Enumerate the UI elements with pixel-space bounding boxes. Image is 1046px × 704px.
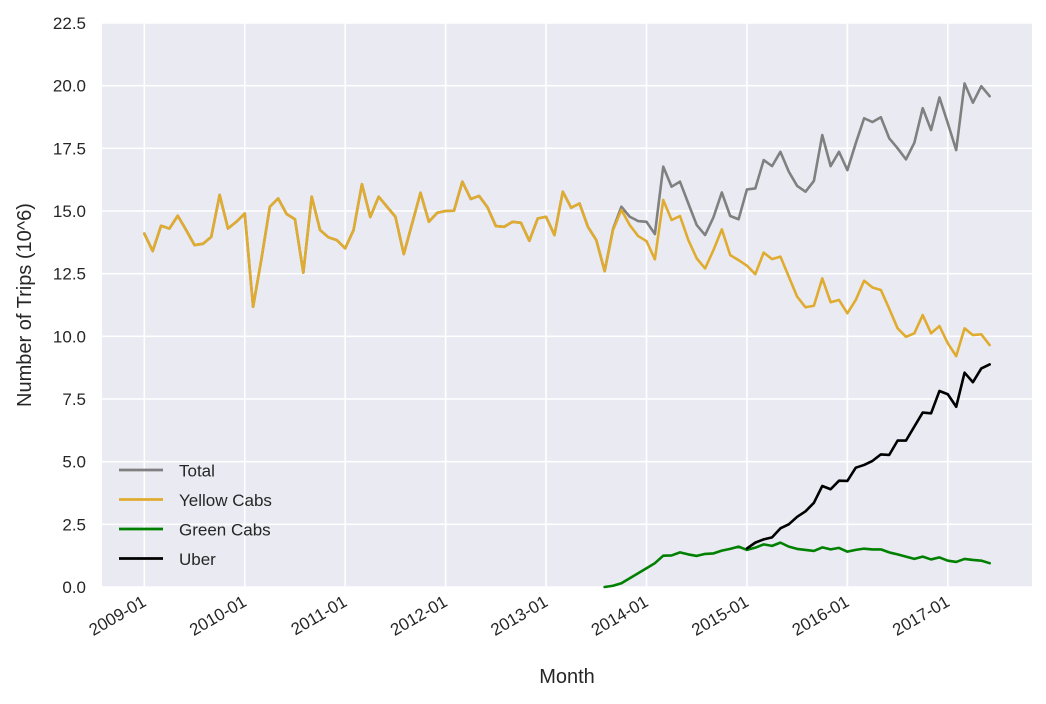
- y-tick-label: 5.0: [62, 453, 86, 472]
- x-tick-label: 2012-01: [387, 592, 451, 640]
- y-tick-label: 10.0: [53, 327, 86, 346]
- x-tick-label: 2011-01: [288, 592, 350, 639]
- legend-label: Total: [179, 462, 215, 481]
- y-tick-label: 20.0: [53, 77, 86, 96]
- plot-area: [102, 23, 1032, 587]
- legend-label: Yellow Cabs: [179, 491, 272, 510]
- x-axis-label: Month: [539, 666, 595, 688]
- x-tick-label: 2014-01: [588, 592, 652, 640]
- x-axis-ticks: 2009-01 2010-01 2011-01 2012-01 2013-01 2014-…: [86, 592, 953, 640]
- y-tick-label: 0.0: [62, 578, 86, 597]
- y-axis-ticks: 0.0 2.5 5.0 7.5 10.0 12.5 15.0 17.5 20.0 22.5: [53, 14, 86, 597]
- x-tick-label: 2013-01: [488, 592, 552, 640]
- x-tick-label: 2010-01: [186, 592, 250, 640]
- legend-item: Green Cabs: [119, 521, 271, 540]
- y-tick-label: 2.5: [62, 515, 86, 534]
- x-tick-label: 2016-01: [789, 592, 853, 640]
- legend-label: Green Cabs: [179, 521, 271, 540]
- series-lines: [143, 82, 991, 589]
- series-line-yellow-cabs: [143, 180, 991, 358]
- series-line-green-cabs: [603, 541, 991, 589]
- y-tick-label: 12.5: [53, 265, 86, 284]
- legend-item: Total: [119, 462, 215, 481]
- y-axis-label: Number of Trips (10^6): [14, 203, 36, 407]
- x-tick-label: 2015-01: [688, 592, 752, 640]
- legend-label: Uber: [179, 550, 216, 569]
- y-tick-label: 7.5: [62, 390, 86, 409]
- y-tick-label: 17.5: [53, 139, 86, 158]
- y-tick-label: 15.0: [53, 202, 86, 221]
- y-tick-label: 22.5: [53, 14, 86, 33]
- gridlines: [102, 22, 1032, 588]
- x-tick-label: 2017-01: [889, 592, 953, 640]
- legend-item: Uber: [119, 550, 216, 569]
- legend: Total Yellow Cabs Green Cabs Uber: [119, 462, 272, 569]
- legend-item: Yellow Cabs: [119, 491, 272, 510]
- x-tick-label: 2009-01: [86, 592, 150, 640]
- series-line-uber: [745, 363, 991, 550]
